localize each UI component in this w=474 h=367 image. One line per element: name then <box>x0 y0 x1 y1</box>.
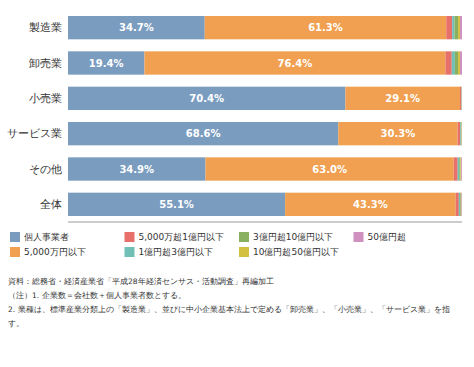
bar-segment <box>445 51 451 74</box>
bar-segment <box>68 16 205 39</box>
bar-segment <box>460 193 462 216</box>
y-tick-label: その他 <box>29 163 62 176</box>
bar-segment <box>461 87 462 110</box>
y-axis: 製造業卸売業小売業サービス業その他全体 <box>7 21 62 211</box>
legend-swatch <box>125 247 135 257</box>
note: す。 <box>8 319 24 328</box>
notes: 資料：総務省・経済産業省「平成28年経済センサス・活動調査」再編加工 （注）1. … <box>8 277 450 328</box>
legend-swatch <box>239 232 249 242</box>
bar-segment <box>205 16 447 39</box>
legend-swatch <box>354 232 364 242</box>
bar-segment <box>68 157 206 180</box>
data-labels: 34.7% 61.3% 19.4% 76.4% 70.4% 29.1% 68.6% 30.3%… <box>89 22 420 210</box>
y-tick-label: 全体 <box>40 198 62 211</box>
data-label: 68.6% <box>186 128 221 139</box>
bar-segment <box>452 16 454 39</box>
bar-segment <box>454 157 458 180</box>
legend-label: 個人事業者 <box>24 232 69 242</box>
bar-segment <box>460 157 462 180</box>
bar-segment <box>144 51 445 74</box>
chart-container: 34.7% 61.3% 19.4% 76.4% 70.4% 29.1% 68.6% 30.3%… <box>0 0 474 367</box>
bar-segment <box>460 122 462 145</box>
data-label: 55.1% <box>159 199 194 210</box>
legend-label: 1億円超3億円以下 <box>139 247 213 257</box>
bar-segment <box>461 122 462 145</box>
data-label: 30.3% <box>381 128 416 139</box>
legend-label: 5,000万超1億円以下 <box>139 232 225 242</box>
y-tick-label: 小売業 <box>29 92 62 105</box>
bar-segment <box>460 16 462 39</box>
bar-segment <box>458 16 460 39</box>
bars <box>68 16 462 216</box>
data-label: 34.9% <box>119 164 154 175</box>
legend-label: 3億円超10億円以下 <box>253 232 333 242</box>
note: 2. 業種は、標準産業分類上の「製造業」、並びに中小企業基本法上で定める「卸売業… <box>8 305 450 314</box>
bar-segment <box>338 122 457 145</box>
bar-segment <box>455 51 458 74</box>
legend-label: 50億円超 <box>368 232 406 242</box>
note: 資料：総務省・経済産業省「平成28年経済センサス・活動調査」再編加工 <box>8 277 274 286</box>
bar-segment <box>458 122 460 145</box>
data-label: 63.0% <box>312 164 347 175</box>
bar-segment <box>461 157 462 180</box>
legend-label: 10億円超50億円以下 <box>253 247 339 257</box>
bar-segment <box>461 122 462 145</box>
legend-swatch <box>125 232 135 242</box>
data-label: 29.1% <box>385 93 420 104</box>
data-label: 43.3% <box>353 199 388 210</box>
bar-segment <box>446 16 452 39</box>
bar-segment <box>460 51 462 74</box>
y-tick-label: 卸売業 <box>29 57 62 70</box>
bar-segment <box>461 87 462 110</box>
data-label: 34.7% <box>119 22 154 33</box>
bar-segment <box>456 193 459 216</box>
y-tick-label: サービス業 <box>7 127 62 140</box>
note: （注）1. 企業数＝会社数＋個人事業者数とする。 <box>8 291 186 300</box>
legend-swatch <box>239 247 249 257</box>
bar-segment <box>458 157 460 180</box>
x-axis-line <box>68 222 462 223</box>
bar-segment <box>68 87 345 110</box>
bar-segment <box>460 193 462 216</box>
data-label: 70.4% <box>189 93 224 104</box>
bar-segment <box>68 51 144 74</box>
bar-segment <box>458 51 460 74</box>
data-label: 76.4% <box>278 58 313 69</box>
bar-segment <box>452 51 455 74</box>
legend-swatch <box>10 247 20 257</box>
legend-label: 5,000万円以下 <box>24 247 86 257</box>
bar-segment <box>285 193 456 216</box>
legend-swatch <box>10 232 20 242</box>
data-label: 61.3% <box>308 22 343 33</box>
bar-segment <box>68 193 285 216</box>
bar-segment <box>206 157 454 180</box>
data-label: 19.4% <box>89 58 124 69</box>
bar-segment <box>459 193 460 216</box>
bar-segment <box>460 87 461 110</box>
bar-segment <box>460 122 462 145</box>
bar-segment <box>68 122 338 145</box>
y-tick-label: 製造業 <box>29 21 62 34</box>
bar-segment <box>461 193 462 216</box>
bar-segment <box>461 87 462 110</box>
bar-segment <box>455 16 459 39</box>
legend: 個人事業者 5,000万円以下 5,000万超1億円以下 1億円超3億円以下 3億円超1… <box>10 232 406 257</box>
chart-svg: 34.7% 61.3% 19.4% 76.4% 70.4% 29.1% 68.6% 30.3%… <box>0 0 474 367</box>
bar-segment <box>345 87 460 110</box>
bar-segment <box>461 87 462 110</box>
bar-segment <box>459 157 460 180</box>
